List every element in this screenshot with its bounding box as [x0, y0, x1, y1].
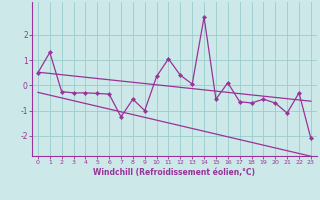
X-axis label: Windchill (Refroidissement éolien,°C): Windchill (Refroidissement éolien,°C) [93, 168, 255, 177]
